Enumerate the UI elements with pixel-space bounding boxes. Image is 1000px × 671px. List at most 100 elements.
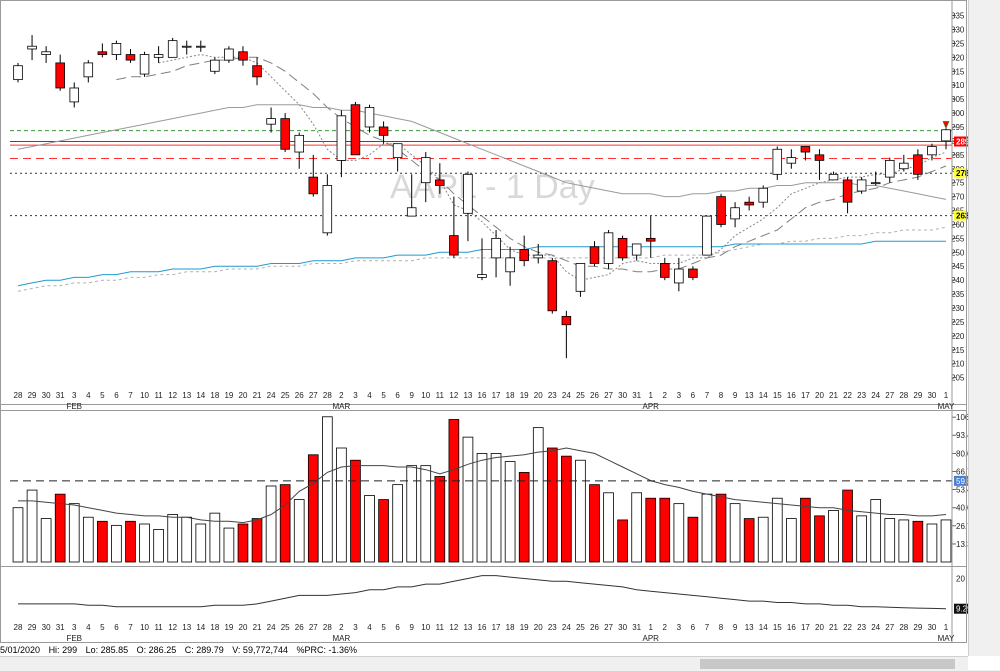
price-axis-day-label: 25 <box>576 391 585 400</box>
candle-body <box>941 129 951 142</box>
price-tick-label: 245 <box>951 262 965 271</box>
volume-bar <box>645 497 657 563</box>
price-tag-bg <box>954 136 968 147</box>
candle <box>674 257 684 292</box>
price-axis-day-label: 9 <box>733 391 738 400</box>
candle <box>210 57 220 75</box>
volume-bar <box>870 499 882 563</box>
price-axis-day-label: 9 <box>409 391 414 400</box>
indicator-axis-month-label: MAR <box>333 634 351 643</box>
indicator-axis-day-label: 26 <box>295 623 304 632</box>
candle-body <box>280 118 290 150</box>
volume-bar <box>856 515 867 563</box>
candle-body <box>83 62 94 78</box>
candle <box>238 46 248 66</box>
price-tag-bg <box>954 168 968 179</box>
candle-body <box>716 196 726 225</box>
volume-bar <box>336 447 347 563</box>
candle <box>856 177 867 194</box>
price-axis-day-label: 13 <box>182 391 191 400</box>
last-bar-marker <box>942 121 950 130</box>
price-axis-day-label: 19 <box>224 391 233 400</box>
horizontal-scrollbar[interactable] <box>0 656 968 671</box>
price-tick-label: 305 <box>951 95 965 104</box>
candle-body <box>688 268 698 278</box>
indicator-axis-day-label: 11 <box>154 623 163 632</box>
price-axis-day-label: 27 <box>604 391 613 400</box>
horizontal-scroll-thumb[interactable] <box>700 659 955 669</box>
volume-bar <box>490 453 502 563</box>
price-axis-month-label: MAR <box>333 402 351 411</box>
volume-bar <box>448 419 460 563</box>
indicator-axis-day-label: 10 <box>421 623 430 632</box>
candle-body <box>350 104 361 156</box>
price-axis-day-label: 13 <box>745 391 754 400</box>
indicator-axis-day-label: 25 <box>576 623 585 632</box>
candle-body <box>210 59 220 72</box>
price-axis-month-label: MAY <box>938 402 955 411</box>
volume-bar <box>814 515 825 563</box>
indicator-axis-day-label: 17 <box>492 623 501 632</box>
candle <box>842 177 853 214</box>
candle <box>941 126 951 150</box>
volume-bar <box>912 520 924 563</box>
price-axis-day-label: 2 <box>339 391 344 400</box>
volume-tick-label: 13.3M <box>956 540 968 549</box>
indicator-axis-day-label: 28 <box>14 623 23 632</box>
candle-body <box>617 237 628 259</box>
indicator-axis-month-label: FEB <box>66 634 82 643</box>
indicator-axis-day-label: 8 <box>719 623 724 632</box>
price-axis-day-label: 30 <box>927 391 936 400</box>
price-axis-day-label: 24 <box>562 391 571 400</box>
candle-body <box>420 157 431 184</box>
candle <box>13 62 23 83</box>
volume-bar <box>392 484 403 563</box>
candle <box>716 193 726 228</box>
candle-body <box>631 243 642 256</box>
price-axis-day-label: 27 <box>885 391 894 400</box>
indicator-axis-day-label: 31 <box>56 623 65 632</box>
candle-body <box>674 268 684 284</box>
indicator-axis-day-label: 21 <box>253 623 262 632</box>
volume-tick-label: 40.0M <box>956 504 968 513</box>
volume-bar <box>743 518 755 563</box>
candle <box>322 174 333 236</box>
candle-body <box>266 118 276 125</box>
candle <box>252 57 262 86</box>
vertical-scrollbar[interactable] <box>968 0 1000 656</box>
indicator-axis-day-label: 14 <box>759 623 768 632</box>
status-low: Lo: 285.85 <box>85 645 129 655</box>
price-tag-label: 263.19 <box>956 212 968 221</box>
volume-bar <box>603 492 614 563</box>
candle <box>280 113 290 153</box>
price-axis-day-label: 10 <box>140 391 149 400</box>
candle <box>660 257 670 281</box>
price-axis-day-label: 12 <box>168 391 177 400</box>
price-axis-day-label: 27 <box>309 391 318 400</box>
indicator-axis-day-label: 17 <box>801 623 810 632</box>
price-axis-day-label: 14 <box>196 391 205 400</box>
indicator-line <box>18 575 947 610</box>
indicator-axis-day-label: 18 <box>506 623 515 632</box>
volume-bar <box>504 461 516 563</box>
candle-body <box>561 315 572 326</box>
volume-bar <box>687 516 699 563</box>
candle-body <box>603 232 614 264</box>
price-axis-day-label: 21 <box>253 391 262 400</box>
indicator-axis-day-label: 6 <box>114 623 119 632</box>
price-tick-label: 270 <box>951 193 965 202</box>
indicator-axis-day-label: 6 <box>691 623 696 632</box>
candle-body <box>477 274 487 278</box>
volume-bar <box>378 499 389 563</box>
price-tick-label: 285 <box>951 151 965 160</box>
indicator-axis-day-label: 5 <box>381 623 386 632</box>
price-axis-day-label: 29 <box>913 391 922 400</box>
candle <box>575 263 586 297</box>
indicator-axis-day-label: 12 <box>449 623 458 632</box>
price-axis-day-label: 3 <box>677 391 682 400</box>
price-axis-day-label: 10 <box>421 391 430 400</box>
candle-body <box>238 51 248 61</box>
candle <box>645 216 656 258</box>
candle-body <box>435 179 445 186</box>
candle <box>97 43 108 58</box>
